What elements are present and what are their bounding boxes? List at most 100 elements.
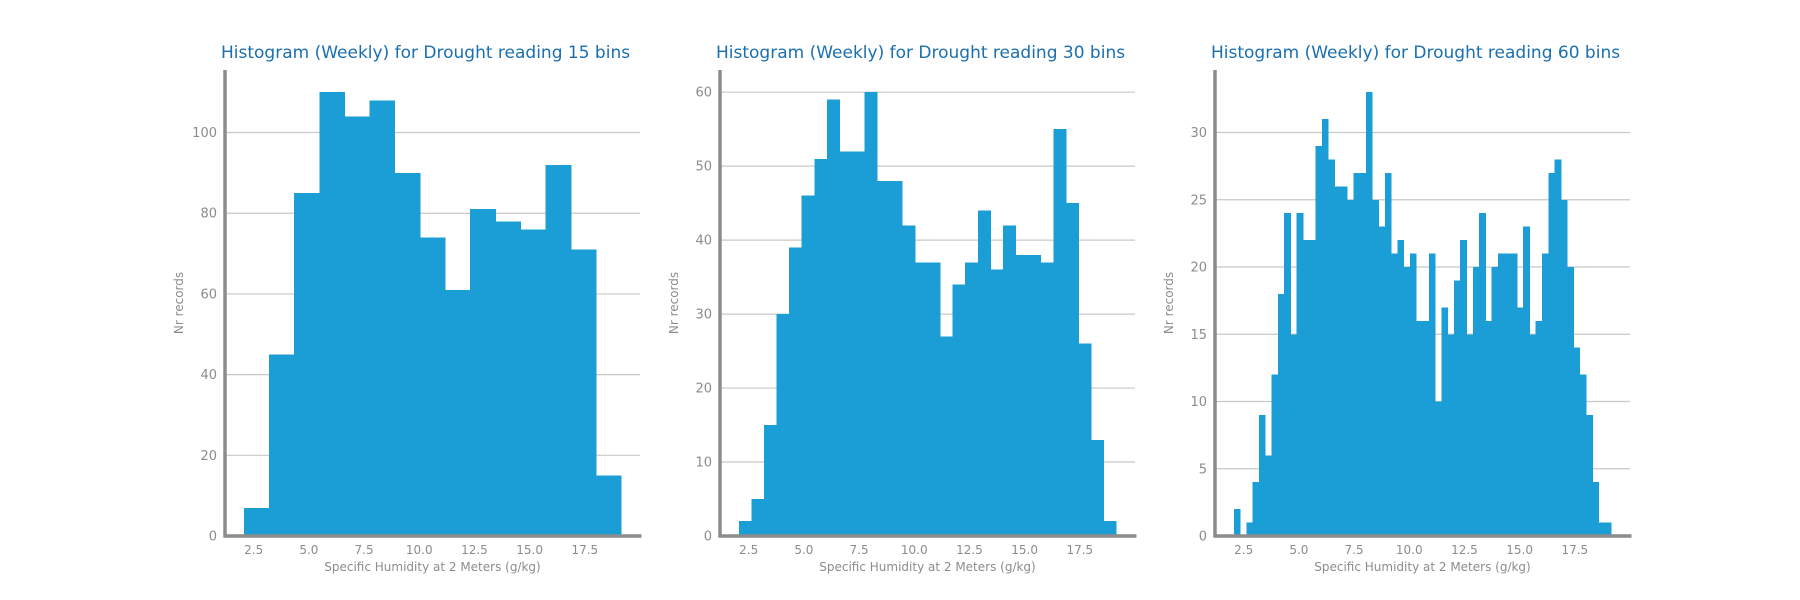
histogram-bar xyxy=(1403,267,1411,536)
histogram-bar xyxy=(243,507,270,536)
histogram-bar xyxy=(1359,172,1367,536)
histogram-bar xyxy=(1567,267,1574,536)
histogram-bar xyxy=(738,521,752,536)
histogram-bar xyxy=(1065,203,1079,536)
chart-title: Histogram (Weekly) for Drought reading 6… xyxy=(1211,43,1620,63)
histogram-bar xyxy=(394,172,421,536)
y-tick-label: 15 xyxy=(1190,328,1207,343)
histogram-bar xyxy=(1510,253,1518,537)
histogram-bar xyxy=(1290,334,1298,536)
x-tick-label: 15.0 xyxy=(1011,543,1038,557)
x-tick-label: 17.5 xyxy=(1561,543,1588,557)
histogram-panel-30-bins: 0 10 20 30 40 50 60 2.5 5.0 7.5 10.0 12.5 15.0 17.5 Hi… xyxy=(667,43,1137,574)
histogram-bar xyxy=(1053,129,1067,536)
histogram-bar xyxy=(1321,119,1329,537)
histogram-bar xyxy=(889,180,903,536)
histogram-bar xyxy=(1347,199,1354,536)
histogram-bar xyxy=(596,475,622,536)
x-tick-label: 2.5 xyxy=(244,543,263,557)
chart-title: Histogram (Weekly) for Drought reading 1… xyxy=(221,43,630,63)
histogram-bar xyxy=(1516,307,1524,536)
histogram-bar xyxy=(1015,254,1029,536)
histogram-bar xyxy=(1573,347,1581,536)
y-axis-label: Nr records xyxy=(1162,272,1176,334)
x-axis-label: Specific Humidity at 2 Meters (g/kg) xyxy=(1314,560,1530,574)
bars xyxy=(1233,92,1612,537)
histogram-bar xyxy=(1485,320,1493,536)
histogram-bar xyxy=(1529,334,1537,536)
histogram-bar xyxy=(1246,522,1254,536)
histogram-bar xyxy=(1372,199,1379,536)
x-axis-label: Specific Humidity at 2 Meters (g/kg) xyxy=(819,560,1035,574)
histogram-bar xyxy=(1315,145,1323,536)
histogram-bar xyxy=(1334,186,1342,536)
y-tick-label: 100 xyxy=(192,126,217,141)
histogram-bar xyxy=(977,210,991,537)
histogram-bar xyxy=(1535,320,1543,536)
histogram-bar xyxy=(902,225,916,537)
histogram-bar xyxy=(1002,225,1016,537)
tick-labels: 0 10 20 30 40 50 60 2.5 5.0 7.5 10.0 12.5 15.0 17.5 xyxy=(695,86,1093,557)
x-tick-label: 5.0 xyxy=(299,543,318,557)
x-tick-label: 15.0 xyxy=(516,543,543,557)
histogram-bar xyxy=(1447,334,1455,536)
histogram-bar xyxy=(826,99,840,536)
histogram-panel-60-bins: 0 5 10 15 20 25 30 2.5 5.0 7.5 10.0 12.5 15.0 17.5 His… xyxy=(1162,43,1632,574)
histogram-bar xyxy=(520,229,547,536)
histogram-bar xyxy=(1091,439,1105,536)
y-tick-label: 0 xyxy=(209,530,217,545)
histogram-bar xyxy=(545,164,572,537)
x-tick-label: 17.5 xyxy=(571,543,598,557)
histogram-bar xyxy=(789,247,803,536)
x-tick-label: 7.5 xyxy=(355,543,374,557)
x-tick-label: 5.0 xyxy=(794,543,813,557)
histogram-bar xyxy=(839,151,853,536)
histogram-bar xyxy=(1296,213,1304,536)
histogram-bar xyxy=(927,262,941,536)
y-tick-label: 50 xyxy=(695,160,712,175)
histogram-bar xyxy=(1353,172,1360,536)
x-axis-label: Specific Humidity at 2 Meters (g/kg) xyxy=(324,560,540,574)
x-tick-label: 5.0 xyxy=(1289,543,1308,557)
histogram-bar xyxy=(1233,509,1241,536)
histogram-bar xyxy=(1604,522,1612,536)
histogram-bar xyxy=(852,151,865,536)
histogram-bar xyxy=(990,269,1004,536)
histogram-bar xyxy=(1479,213,1486,536)
histogram-bar xyxy=(1554,159,1562,537)
histogram-bar xyxy=(470,209,496,536)
histogram-bar xyxy=(1265,455,1272,536)
histogram-bar xyxy=(1103,521,1117,536)
x-tick-label: 10.0 xyxy=(901,543,928,557)
histogram-bar xyxy=(1579,374,1587,536)
histogram-bar xyxy=(801,195,815,536)
y-tick-label: 20 xyxy=(695,382,712,397)
x-tick-label: 7.5 xyxy=(850,543,869,557)
y-tick-label: 80 xyxy=(200,207,217,222)
histogram-bar xyxy=(1586,414,1593,536)
histogram-bar xyxy=(1252,482,1260,536)
histogram-bar xyxy=(1453,280,1461,536)
histogram-bar xyxy=(1422,320,1430,536)
tick-labels: 0 5 10 15 20 25 30 2.5 5.0 7.5 10.0 12.5 15.0 17.5 xyxy=(1190,126,1588,557)
y-tick-label: 40 xyxy=(200,368,217,383)
histogram-panel-15-bins: 0 20 40 60 80 100 2.5 5.0 7.5 10.0 12.5 15.0 17.5 His… xyxy=(172,43,642,574)
y-tick-label: 0 xyxy=(1199,530,1207,545)
histogram-bar xyxy=(1497,253,1505,537)
histogram-bar xyxy=(1391,253,1398,537)
histogram-bar xyxy=(495,221,521,536)
histogram-bar xyxy=(1491,267,1499,536)
axes xyxy=(223,70,642,538)
histogram-bar xyxy=(940,336,954,536)
histogram-bar xyxy=(1378,226,1386,536)
y-tick-label: 10 xyxy=(1190,395,1207,410)
y-tick-label: 40 xyxy=(695,234,712,249)
histogram-bar xyxy=(445,289,471,536)
histogram-bar xyxy=(1302,240,1310,536)
y-tick-label: 0 xyxy=(704,530,712,545)
y-tick-label: 25 xyxy=(1190,193,1207,208)
x-tick-label: 17.5 xyxy=(1066,543,1093,557)
x-tick-label: 12.5 xyxy=(956,543,983,557)
y-axis-label: Nr records xyxy=(667,272,681,334)
